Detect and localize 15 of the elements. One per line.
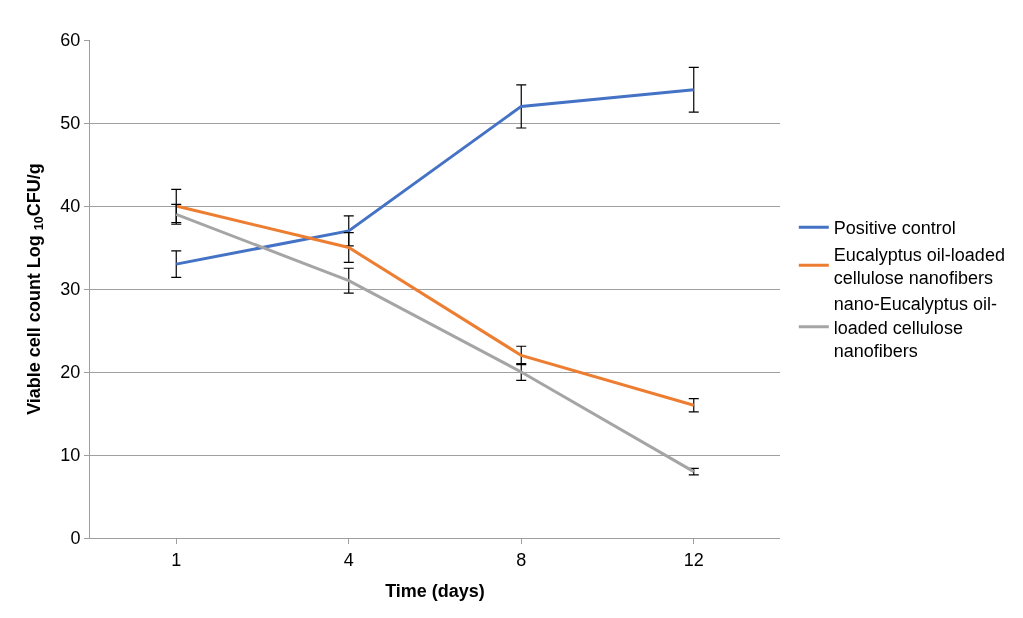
- y-tick-label: 40: [60, 196, 81, 217]
- x-axis-title: Time (days): [385, 580, 485, 601]
- line-series: [174, 88, 696, 266]
- x-tick-label: 8: [516, 549, 527, 570]
- x-tick-label: 1: [171, 549, 182, 570]
- y-tick-label: 0: [70, 528, 81, 549]
- x-tick-label: 12: [683, 549, 704, 570]
- y-tick-label: 20: [60, 362, 81, 383]
- y-tick-label: 30: [60, 279, 81, 300]
- x-tick-label: 4: [343, 549, 354, 570]
- y-tick-label: 60: [60, 30, 81, 51]
- y-tick-label: 50: [60, 113, 81, 134]
- y-tick-label: 10: [60, 445, 81, 466]
- legend-label: Positive control: [833, 218, 956, 239]
- legend-label: nano-Eucalyptus oil-loaded cellulose nanofibers: [833, 294, 997, 362]
